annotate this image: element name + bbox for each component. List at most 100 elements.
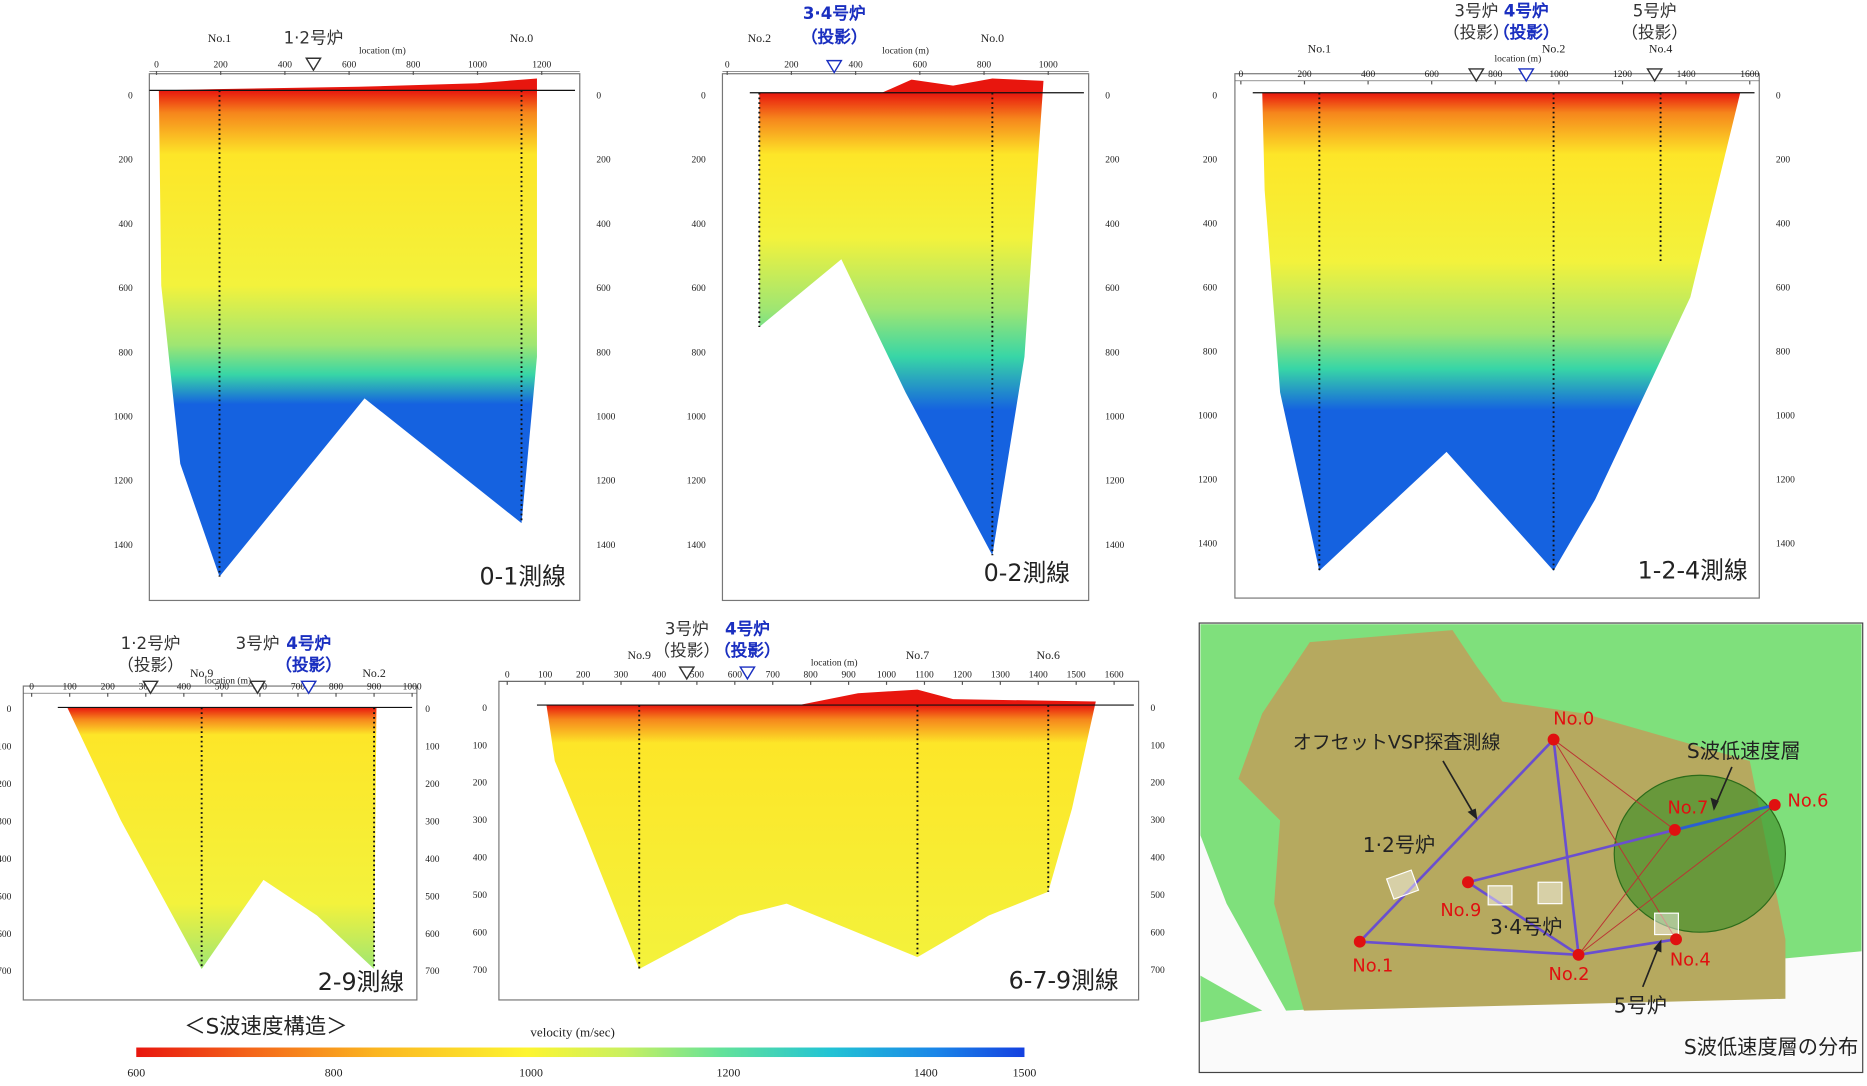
reactor-label: 3号炉 xyxy=(665,620,709,639)
depth-tick-label: 400 xyxy=(1150,854,1165,864)
location-tick-label: 900 xyxy=(841,671,856,681)
depth-tick-label: 600 xyxy=(1203,283,1218,293)
well-point-label: No.9 xyxy=(1440,900,1481,921)
colorbar-tick-label: 600 xyxy=(127,1065,145,1079)
well-point xyxy=(1572,948,1585,961)
location-tick-label: 0 xyxy=(505,671,510,681)
depth-tick-label: 300 xyxy=(425,817,440,827)
depth-tick-label: 400 xyxy=(473,854,487,864)
location-tick-label: 800 xyxy=(977,61,992,71)
leader-arrows xyxy=(1442,760,1733,988)
location-tick-label: 0 xyxy=(1238,70,1243,80)
reactor-marker xyxy=(825,59,843,74)
velocity-section xyxy=(1262,92,1741,571)
depth-tick-label: 300 xyxy=(1150,816,1165,826)
section-label: 1-2-4測線 xyxy=(1638,556,1748,584)
location-tick-label: 700 xyxy=(766,671,781,681)
depth-tick-label: 0 xyxy=(1212,91,1217,101)
depth-tick-label: 0 xyxy=(1150,704,1155,714)
well-label: No.9 xyxy=(190,666,213,680)
well-label: No.0 xyxy=(510,31,533,45)
reactor-marker xyxy=(678,666,696,681)
velocity-section xyxy=(546,689,1096,970)
location-tick-label: 400 xyxy=(278,61,293,71)
section-label: 0-1測線 xyxy=(480,562,566,590)
depth-tick-label: 1400 xyxy=(687,541,706,551)
velocity-section xyxy=(759,78,1044,556)
depth-tick-label: 1400 xyxy=(1198,539,1217,549)
colorbar-tick-label: 1000 xyxy=(519,1065,543,1079)
location-tick-label: 1000 xyxy=(468,61,487,71)
depth-tick-label: 1400 xyxy=(1105,541,1124,551)
depth-tick-label: 600 xyxy=(1105,284,1120,294)
location-tick-label: 900 xyxy=(367,682,382,692)
well-point-label: No.7 xyxy=(1667,798,1708,819)
location-tick-label: 1500 xyxy=(1067,671,1086,681)
location-tick-label: 400 xyxy=(1361,70,1376,80)
location-tick-label: 0 xyxy=(725,61,730,71)
location-axis-label: location (m) xyxy=(359,45,406,56)
reactor-label: 3·4号炉 xyxy=(803,3,866,23)
reactor-marker xyxy=(1646,68,1664,83)
ray-lines xyxy=(1553,739,1776,956)
depth-tick-label: 200 xyxy=(473,779,487,789)
location-tick-label: 400 xyxy=(652,671,667,681)
depth-tick-label: 100 xyxy=(473,741,487,751)
depth-tick-label: 600 xyxy=(118,284,132,294)
location-tick-label: 400 xyxy=(848,61,863,71)
depth-tick-label: 1400 xyxy=(114,541,133,551)
depth-tick-label: 800 xyxy=(596,348,611,358)
colorbar-tick-label: 800 xyxy=(325,1065,343,1079)
colorbar-tick-label: 1200 xyxy=(717,1065,741,1079)
reactor-label: 3号炉 xyxy=(1454,1,1498,20)
colorbar-title: velocity (m/sec) xyxy=(530,1024,615,1039)
well-point-label: No.4 xyxy=(1670,950,1711,971)
depth-tick-label: 700 xyxy=(425,967,440,977)
depth-tick-label: 500 xyxy=(425,892,440,902)
depth-tick-label: 400 xyxy=(596,220,611,230)
location-tick-label: 800 xyxy=(804,671,819,681)
location-tick-label: 0 xyxy=(29,682,34,692)
depth-tick-label: 800 xyxy=(1776,347,1791,357)
reactor-label: 1·2号炉 xyxy=(121,634,181,653)
location-tick-label: 600 xyxy=(728,671,743,681)
location-tick-label: 200 xyxy=(576,671,591,681)
depth-tick-label: 700 xyxy=(473,966,487,976)
depth-tick-label: 500 xyxy=(473,891,487,901)
reactor-label: 4号炉 xyxy=(286,633,331,653)
colorbar xyxy=(136,1047,1025,1058)
depth-tick-label: 800 xyxy=(1203,347,1218,357)
depth-tick-label: 700 xyxy=(0,967,12,977)
reactor-marker xyxy=(1467,68,1485,83)
well-point xyxy=(1670,933,1682,946)
depth-tick-label: 200 xyxy=(596,156,611,166)
land xyxy=(1200,975,1263,1023)
location-tick-label: 300 xyxy=(139,682,154,692)
location-tick-label: 100 xyxy=(538,671,553,681)
depth-tick-label: 400 xyxy=(1105,220,1120,230)
reactor-label: 3号炉 xyxy=(236,634,280,653)
survey-line xyxy=(1674,803,1776,832)
well-point xyxy=(1547,733,1560,746)
depth-tick-label: 100 xyxy=(1150,741,1165,751)
depth-tick-label: 400 xyxy=(692,220,707,230)
depth-tick-label: 400 xyxy=(1776,219,1791,229)
location-tick-label: 200 xyxy=(101,682,116,692)
well-point-label: No.1 xyxy=(1352,956,1393,977)
route-label: オフセットVSP探査測線 xyxy=(1293,732,1501,754)
reactor-note: （投影） xyxy=(1443,23,1510,42)
velocity-section xyxy=(158,78,537,577)
depth-tick-label: 1200 xyxy=(596,477,615,487)
location-tick-label: 700 xyxy=(291,682,306,692)
location-tick-label: 1100 xyxy=(915,671,934,681)
depth-tick-label: 1000 xyxy=(114,413,133,423)
well-point-label: No.0 xyxy=(1553,708,1594,729)
well-label: No.9 xyxy=(628,648,651,662)
depth-tick-label: 1200 xyxy=(687,477,706,487)
depth-tick-label: 200 xyxy=(692,156,707,166)
depth-tick-label: 0 xyxy=(701,91,706,101)
reactor-label: 1·2号炉 xyxy=(1363,833,1436,857)
depth-tick-label: 600 xyxy=(425,930,440,940)
depth-tick-label: 600 xyxy=(473,929,487,939)
reactor-label: 4号炉 xyxy=(725,619,770,639)
